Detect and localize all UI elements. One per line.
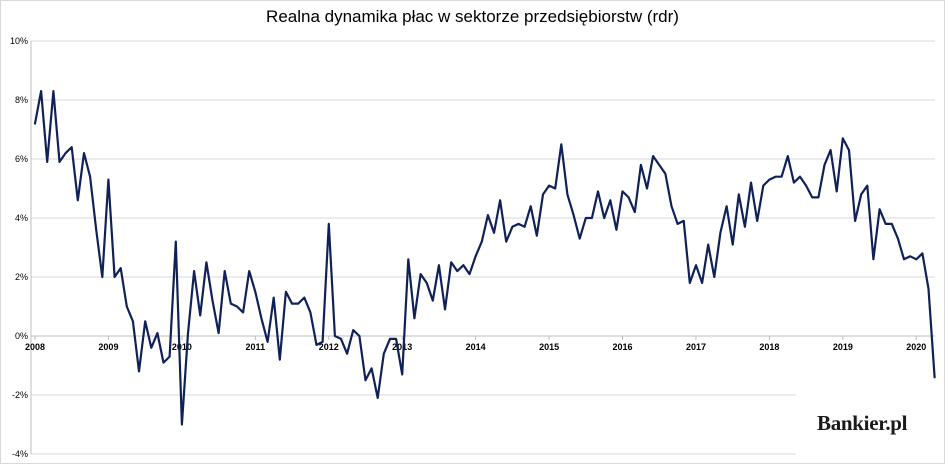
x-tick-label: 2013 [392,342,412,352]
y-tick-label: 10% [10,36,28,46]
x-tick-label: 2009 [98,342,118,352]
x-tick-label: 2014 [466,342,486,352]
series-line [33,89,936,426]
x-tick-label: 2010 [172,342,192,352]
x-tick-label: 2018 [759,342,779,352]
x-tick-label: 2015 [539,342,559,352]
y-tick-label: -4% [12,449,28,459]
y-tick-label: 0% [15,331,28,341]
chart-title: Realna dynamika płac w sektorze przedsię… [266,7,679,26]
x-tick-label: 2017 [686,342,706,352]
x-tick-label: 2020 [906,342,926,352]
x-tick-label: 2019 [833,342,853,352]
x-tick-label: 2016 [613,342,633,352]
y-tick-label: -2% [12,390,28,400]
x-tick-label: 2012 [319,342,339,352]
y-tick-label: 2% [15,272,28,282]
x-tick-label: 2011 [246,342,266,352]
y-tick-label: 8% [15,95,28,105]
y-tick-label: 6% [15,154,28,164]
bankier-logo: Bankier.pl [817,411,908,435]
y-tick-label: 4% [15,213,28,223]
x-tick-label: 2008 [25,342,45,352]
